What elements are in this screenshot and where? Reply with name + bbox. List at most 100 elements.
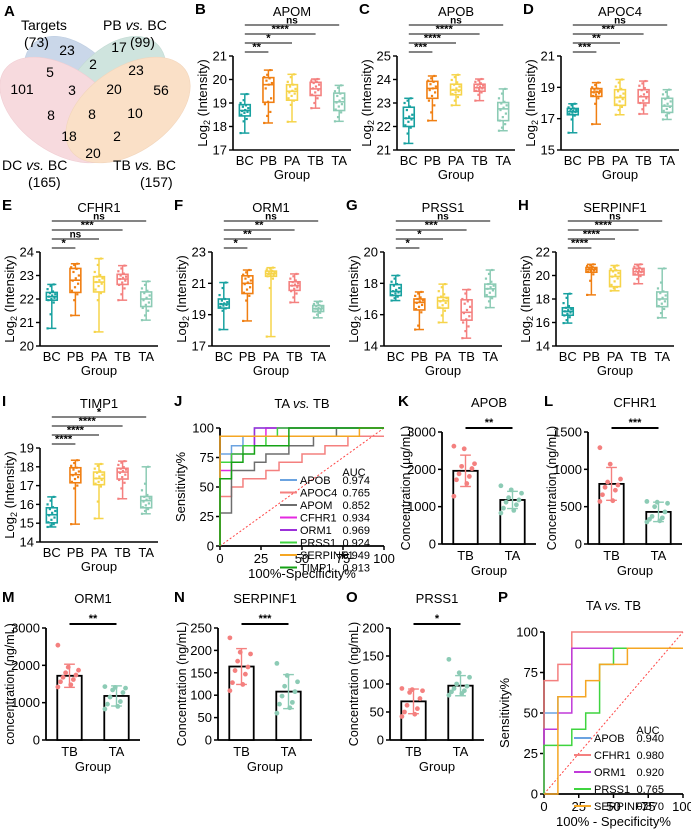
data-point (73, 263, 76, 267)
data-point (263, 121, 266, 125)
bar-group-TB (451, 443, 479, 545)
data-point (320, 306, 323, 309)
data-point (70, 464, 73, 467)
box-rect (139, 495, 153, 509)
data-point (96, 464, 99, 467)
panel-m: M ORM1 ** 0 1000 2000 3000 TB TA Group concentrati… (0, 588, 146, 784)
data-point (122, 272, 125, 275)
boxplot-cfhr1: E CFHR1 * ns***ns 20 21 22 23 24 BC PB PA TB TA Group L… (2, 197, 158, 378)
data-point (430, 111, 433, 114)
data-point (123, 264, 126, 267)
data-point (484, 277, 488, 280)
roc-curve-timp1 (219, 427, 384, 546)
data-point (76, 282, 80, 285)
box-group-BC (45, 495, 59, 529)
data-point (616, 96, 619, 99)
data-point (454, 91, 457, 94)
data-point (76, 484, 79, 487)
data-point (143, 314, 147, 317)
data-point (664, 90, 668, 94)
data-point (611, 275, 614, 278)
y-tick-label: 0 (377, 733, 384, 748)
data-point (316, 97, 319, 100)
box-rect (436, 296, 450, 309)
legend-label-apom: APOM (300, 500, 332, 512)
data-point (658, 298, 661, 301)
data-point (99, 257, 103, 260)
data-point (642, 93, 646, 96)
roc-curve-serpinf1 (544, 647, 683, 795)
data-point (503, 499, 509, 505)
data-point (336, 86, 340, 89)
data-point (453, 99, 456, 102)
data-point (568, 112, 571, 116)
data-point (614, 273, 617, 277)
data-point (442, 298, 445, 301)
data-point (143, 292, 146, 295)
data-point (633, 282, 636, 285)
data-point (465, 318, 468, 321)
x-tick-label: TB (458, 349, 475, 364)
y-tick-label: 16 (536, 315, 550, 330)
data-point (590, 267, 593, 271)
data-point (313, 310, 316, 313)
data-point (451, 686, 457, 691)
data-point (248, 651, 253, 657)
legend-label-orm1: ORM1 (594, 767, 626, 779)
y-tick-label: 20 (213, 72, 227, 87)
data-point (121, 281, 124, 284)
bar-group-TB (227, 635, 255, 741)
sig-label: ns (70, 230, 82, 241)
box-group-TB (632, 263, 645, 285)
data-point (443, 293, 446, 296)
sig-label: **** (424, 33, 442, 45)
data-point (46, 503, 49, 506)
data-point (118, 277, 122, 281)
data-point (290, 290, 293, 293)
venn-count: 2 (113, 128, 121, 144)
y-tick-label: 0 (531, 787, 538, 802)
data-point (500, 92, 504, 95)
panel-a-label: A (4, 3, 15, 20)
panel-title: SERPINF1 (583, 200, 647, 215)
data-point (596, 87, 599, 90)
data-point (290, 94, 293, 98)
x-tick-label: PB (260, 153, 277, 168)
data-point (314, 85, 318, 88)
data-point (264, 87, 267, 90)
y-tick-label: 3000 (407, 425, 436, 440)
data-point (441, 304, 444, 307)
data-point (445, 297, 448, 300)
box-group-PA (436, 283, 450, 324)
data-point (406, 132, 409, 135)
y-tick-label: 18 (364, 276, 378, 291)
data-point (461, 688, 467, 694)
data-point (224, 281, 227, 284)
data-point (504, 112, 507, 115)
data-point (486, 287, 489, 290)
data-point (410, 118, 413, 121)
x-axis-label: Group (247, 759, 283, 774)
data-point (477, 93, 480, 96)
data-point (317, 83, 321, 86)
data-point (501, 116, 504, 119)
data-point (414, 308, 418, 311)
legend-label-cfhr1: CFHR1 (300, 513, 337, 525)
y-tick-label: 14 (20, 535, 34, 550)
data-point (292, 73, 296, 76)
data-point (76, 262, 79, 265)
data-point (461, 446, 467, 452)
panel-label: B (195, 1, 206, 18)
data-point (225, 303, 228, 307)
data-point (661, 118, 665, 121)
box-group-TB (637, 79, 650, 116)
data-point (589, 269, 593, 273)
legend-label-serpinf1: SERPINF1 (594, 801, 648, 813)
box-rect (608, 269, 622, 288)
panel-title: TA vs. TB (586, 598, 641, 613)
data-point (396, 274, 399, 277)
sig-label: * (405, 238, 410, 250)
